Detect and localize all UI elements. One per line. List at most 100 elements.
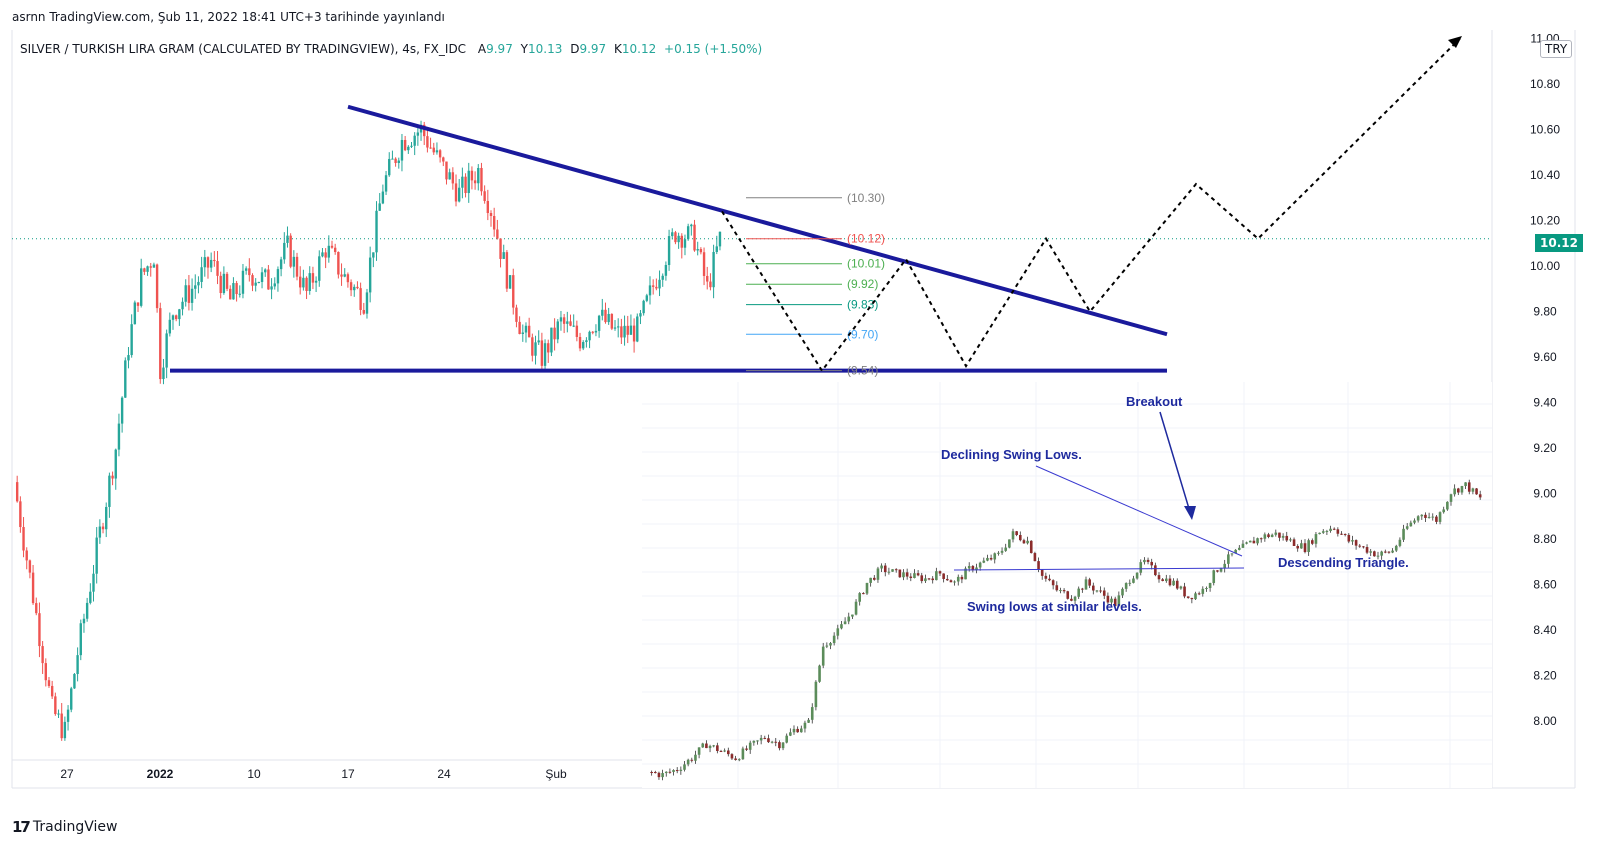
inset-candle-body — [1051, 580, 1055, 586]
projection-zigzag — [721, 37, 1461, 373]
candle-body — [235, 283, 238, 295]
candle-body — [111, 475, 114, 479]
inset-candle-body — [1150, 561, 1153, 566]
candle-body — [359, 288, 362, 310]
inset-candle-body — [1435, 516, 1438, 522]
candle-body — [295, 256, 299, 277]
candle-body — [540, 340, 544, 366]
candle-body — [101, 526, 105, 530]
candle-body — [206, 257, 210, 268]
candle-body — [174, 315, 178, 320]
candle-body — [601, 309, 604, 316]
candle-body — [597, 315, 601, 331]
candle-body — [645, 295, 649, 301]
candle-body — [149, 266, 152, 268]
inset-candle-body — [1066, 591, 1070, 599]
inset-candle-body — [1358, 545, 1362, 547]
annotation-triangle: Descending Triangle. — [1278, 555, 1409, 570]
inset-candle-body — [854, 601, 858, 615]
inset-candle-body — [763, 737, 767, 739]
inset-candle-body — [1165, 578, 1168, 582]
candle-body — [181, 301, 184, 310]
inset-candle-body — [1019, 535, 1022, 541]
inset-candle-body — [719, 751, 723, 753]
candle-body — [260, 272, 264, 282]
candle-body — [50, 685, 54, 697]
inset-candle-body — [1037, 561, 1040, 570]
inset-candle-body — [843, 621, 847, 625]
inset-candle-body — [1438, 512, 1442, 522]
candle-body — [489, 213, 493, 217]
candle-body — [340, 274, 343, 277]
candle-body — [372, 252, 375, 258]
inset-candle-body — [664, 771, 668, 774]
candle-body — [365, 292, 369, 314]
inset-candle-body — [1026, 540, 1029, 544]
inset-candle-body — [668, 771, 672, 773]
tradingview-logo[interactable]: 17 TradingView — [12, 818, 117, 836]
candle-body — [709, 281, 712, 288]
candle-body — [388, 158, 391, 176]
candle-body — [559, 317, 563, 322]
inset-candle-body — [1143, 559, 1146, 563]
inset-candle-body — [1099, 590, 1102, 592]
inset-candle-body — [1431, 516, 1435, 518]
candle-body — [57, 713, 60, 715]
inset-candle-body — [792, 728, 796, 733]
inset-candle-body — [975, 567, 978, 571]
candle-body — [244, 268, 248, 271]
candle-body — [626, 325, 629, 335]
inset-candle-body — [1088, 579, 1091, 586]
candle-body — [314, 280, 318, 283]
inset-candle-body — [1365, 547, 1369, 553]
inset-candle-body — [1351, 540, 1354, 542]
candle-body — [702, 252, 706, 276]
inset-candle-body — [986, 557, 989, 561]
candle-body — [648, 285, 652, 296]
candle-body — [578, 336, 582, 349]
inset-candle-body — [1223, 563, 1226, 569]
inset-candle-body — [708, 746, 712, 749]
candle-body — [594, 330, 598, 333]
currency-label[interactable]: TRY — [1540, 40, 1573, 58]
candle-body — [31, 572, 35, 604]
published-info: asrnn TradingView.com, Şub 11, 2022 18:4… — [12, 10, 445, 24]
inset-candle-body — [851, 614, 854, 617]
inset-candle-body — [1000, 550, 1004, 553]
inset-candle-body — [1033, 553, 1037, 562]
candle-body — [671, 232, 674, 237]
inset-candle-body — [942, 573, 945, 579]
inset-candle-body — [1135, 572, 1139, 579]
candle-body — [664, 265, 668, 276]
inset-candle-body — [774, 741, 778, 743]
inset-candle-body — [1270, 534, 1274, 538]
candle-body — [582, 342, 585, 349]
inset-candle-body — [876, 568, 880, 580]
inset-candle-body — [1289, 539, 1292, 541]
inset-candle-body — [1216, 570, 1219, 572]
price-tick-label: 10.20 — [1530, 214, 1560, 228]
inset-candle-body — [1040, 569, 1044, 576]
candle-body — [85, 602, 89, 619]
price-tick-label: 8.60 — [1533, 578, 1557, 592]
inset-candle-body — [796, 728, 799, 733]
inset-candle-body — [759, 737, 763, 741]
candle-body — [197, 281, 200, 286]
inset-candle-body — [1471, 488, 1475, 492]
resistance-trendline — [347, 104, 1168, 337]
inset-candle-body — [789, 732, 792, 736]
candle-body — [229, 288, 232, 300]
candle-body — [73, 674, 76, 689]
fib-level-label: (10.30) — [847, 191, 885, 205]
main-series — [15, 120, 722, 741]
candle-body — [524, 325, 528, 333]
inset-candle-body — [1259, 538, 1263, 540]
inset-candle-body — [1413, 520, 1416, 523]
candle-body — [686, 226, 690, 240]
inset-candle-body — [1384, 551, 1387, 553]
inset-candle-body — [1336, 529, 1340, 534]
inset-candle-body — [1059, 590, 1062, 592]
inset-candle-body — [832, 635, 836, 644]
candle-body — [346, 274, 350, 283]
